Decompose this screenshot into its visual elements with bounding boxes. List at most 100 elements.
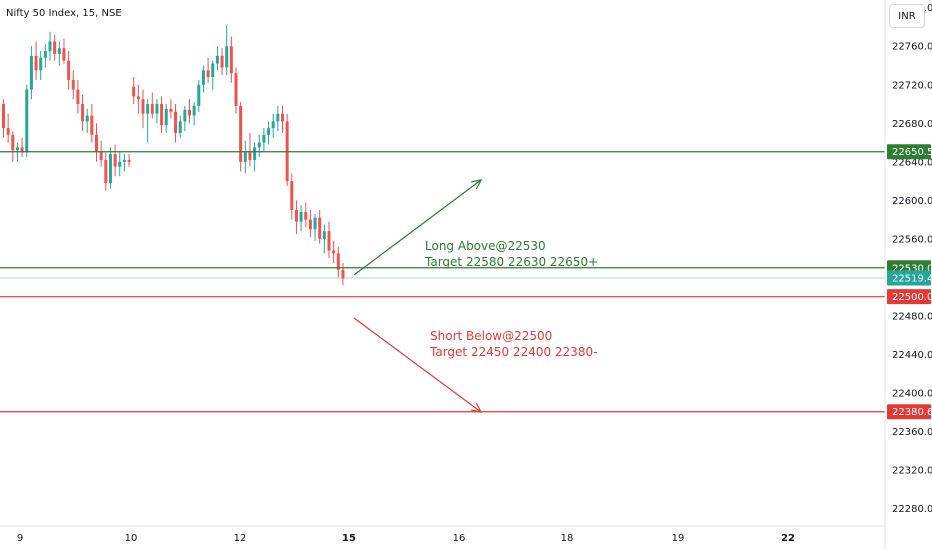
- candle-body: [313, 217, 317, 230]
- long-entry-text: Long Above@22530: [425, 239, 546, 253]
- short-annotation: Short Below@22500 Target 22450 22400 223…: [430, 328, 597, 360]
- candle: [169, 99, 173, 119]
- price-tag-label: 22650.50: [892, 147, 932, 158]
- candle-body: [108, 154, 112, 184]
- candle-body: [104, 159, 108, 184]
- trend-arrow: [353, 317, 483, 413]
- candle: [118, 152, 122, 177]
- candle-body: [67, 60, 71, 80]
- arrow-shaft: [353, 179, 482, 276]
- candle: [2, 99, 5, 138]
- candle-body: [155, 104, 159, 114]
- time-tick-label: 9: [17, 533, 23, 544]
- price-tag-bg: [887, 270, 931, 286]
- price-tags: 22650.50 22530.0522519.40 22500.05 22380.60: [887, 144, 932, 420]
- candle: [192, 102, 196, 126]
- trend-arrow: [353, 179, 483, 276]
- candle-body: [81, 104, 85, 122]
- candle-body: [248, 152, 252, 160]
- candle: [113, 144, 117, 177]
- candle: [327, 221, 331, 259]
- candle-body: [90, 115, 94, 135]
- candle: [62, 38, 66, 64]
- time-tick-label: 22: [781, 533, 795, 544]
- candle-body: [294, 210, 298, 222]
- candle: [141, 89, 145, 129]
- candle: [201, 65, 205, 93]
- candle-body: [243, 152, 247, 162]
- candle: [29, 46, 33, 100]
- price-tag: 22650.50: [887, 144, 932, 160]
- candle-body: [299, 211, 303, 222]
- candle-body: [127, 159, 131, 162]
- price-tag-bg: [887, 144, 931, 160]
- candle: [262, 128, 266, 153]
- candle-body: [136, 96, 140, 100]
- price-tag-label: 22530.05: [892, 263, 932, 274]
- candle-body: [160, 104, 164, 126]
- price-tick-label: 22400.00: [892, 389, 932, 400]
- candle: [215, 46, 219, 71]
- price-tag: 22519.40: [887, 270, 932, 286]
- candle-body: [76, 89, 80, 105]
- candle-body: [29, 55, 33, 90]
- candle-body: [271, 121, 275, 129]
- candle-body: [281, 113, 284, 122]
- candles: [2, 25, 345, 286]
- price-tick-label: 22360.00: [892, 427, 932, 438]
- candle: [341, 263, 345, 286]
- candle: [6, 113, 10, 143]
- candle-body: [197, 84, 201, 106]
- trend-arrows: [353, 179, 483, 413]
- time-tick-label: 18: [561, 533, 574, 544]
- candle-body: [267, 128, 271, 135]
- time-axis[interactable]: 9 10 12 15 16 18 19 22: [17, 533, 795, 544]
- candle-body: [57, 48, 61, 54]
- candle-body: [20, 147, 24, 153]
- candle: [248, 132, 252, 167]
- candle: [71, 70, 75, 100]
- candle-body: [201, 70, 205, 85]
- candle: [206, 57, 210, 83]
- candle-body: [192, 105, 196, 116]
- candle-body: [253, 147, 257, 160]
- candle-body: [6, 128, 10, 135]
- candle-body: [262, 134, 266, 143]
- candle-body: [53, 41, 57, 54]
- time-tick-label: 15: [342, 533, 356, 544]
- candle: [67, 51, 71, 90]
- price-tag-label: 22519.40: [892, 274, 932, 285]
- candle-body: [239, 105, 243, 162]
- candle: [253, 142, 257, 172]
- chart-title: Nifty 50 Index, 15, NSE: [6, 8, 122, 19]
- candle-body: [146, 104, 150, 114]
- candle-body: [169, 108, 173, 112]
- candle: [243, 140, 247, 174]
- candle: [220, 48, 224, 76]
- candle: [234, 67, 238, 114]
- candle: [290, 173, 294, 220]
- candle-body: [211, 63, 215, 78]
- candle-body: [229, 46, 233, 74]
- candle: [174, 104, 178, 143]
- price-tick-label: 22440.00: [892, 350, 932, 361]
- candle: [99, 140, 103, 167]
- candle-body: [215, 55, 219, 64]
- price-axis[interactable]: 22280.00 22320.00 22360.00 22400.00 22440.00…: [892, 3, 932, 515]
- candle-body: [183, 109, 187, 122]
- candle: [127, 154, 131, 167]
- candle-body: [178, 121, 182, 133]
- currency-button[interactable]: INR: [889, 4, 925, 28]
- price-tick-label: 22720.00: [892, 80, 932, 91]
- candle: [271, 113, 275, 138]
- price-tag: 22380.60: [887, 404, 932, 420]
- candle-body: [95, 134, 98, 153]
- candle: [95, 123, 98, 162]
- price-tag-bg: [887, 404, 931, 420]
- candle: [11, 131, 15, 162]
- candle-body: [15, 147, 19, 151]
- price-tick-label: 22560.00: [892, 234, 932, 245]
- time-tick-label: 10: [125, 533, 138, 544]
- price-tick-label: 22480.00: [892, 311, 932, 322]
